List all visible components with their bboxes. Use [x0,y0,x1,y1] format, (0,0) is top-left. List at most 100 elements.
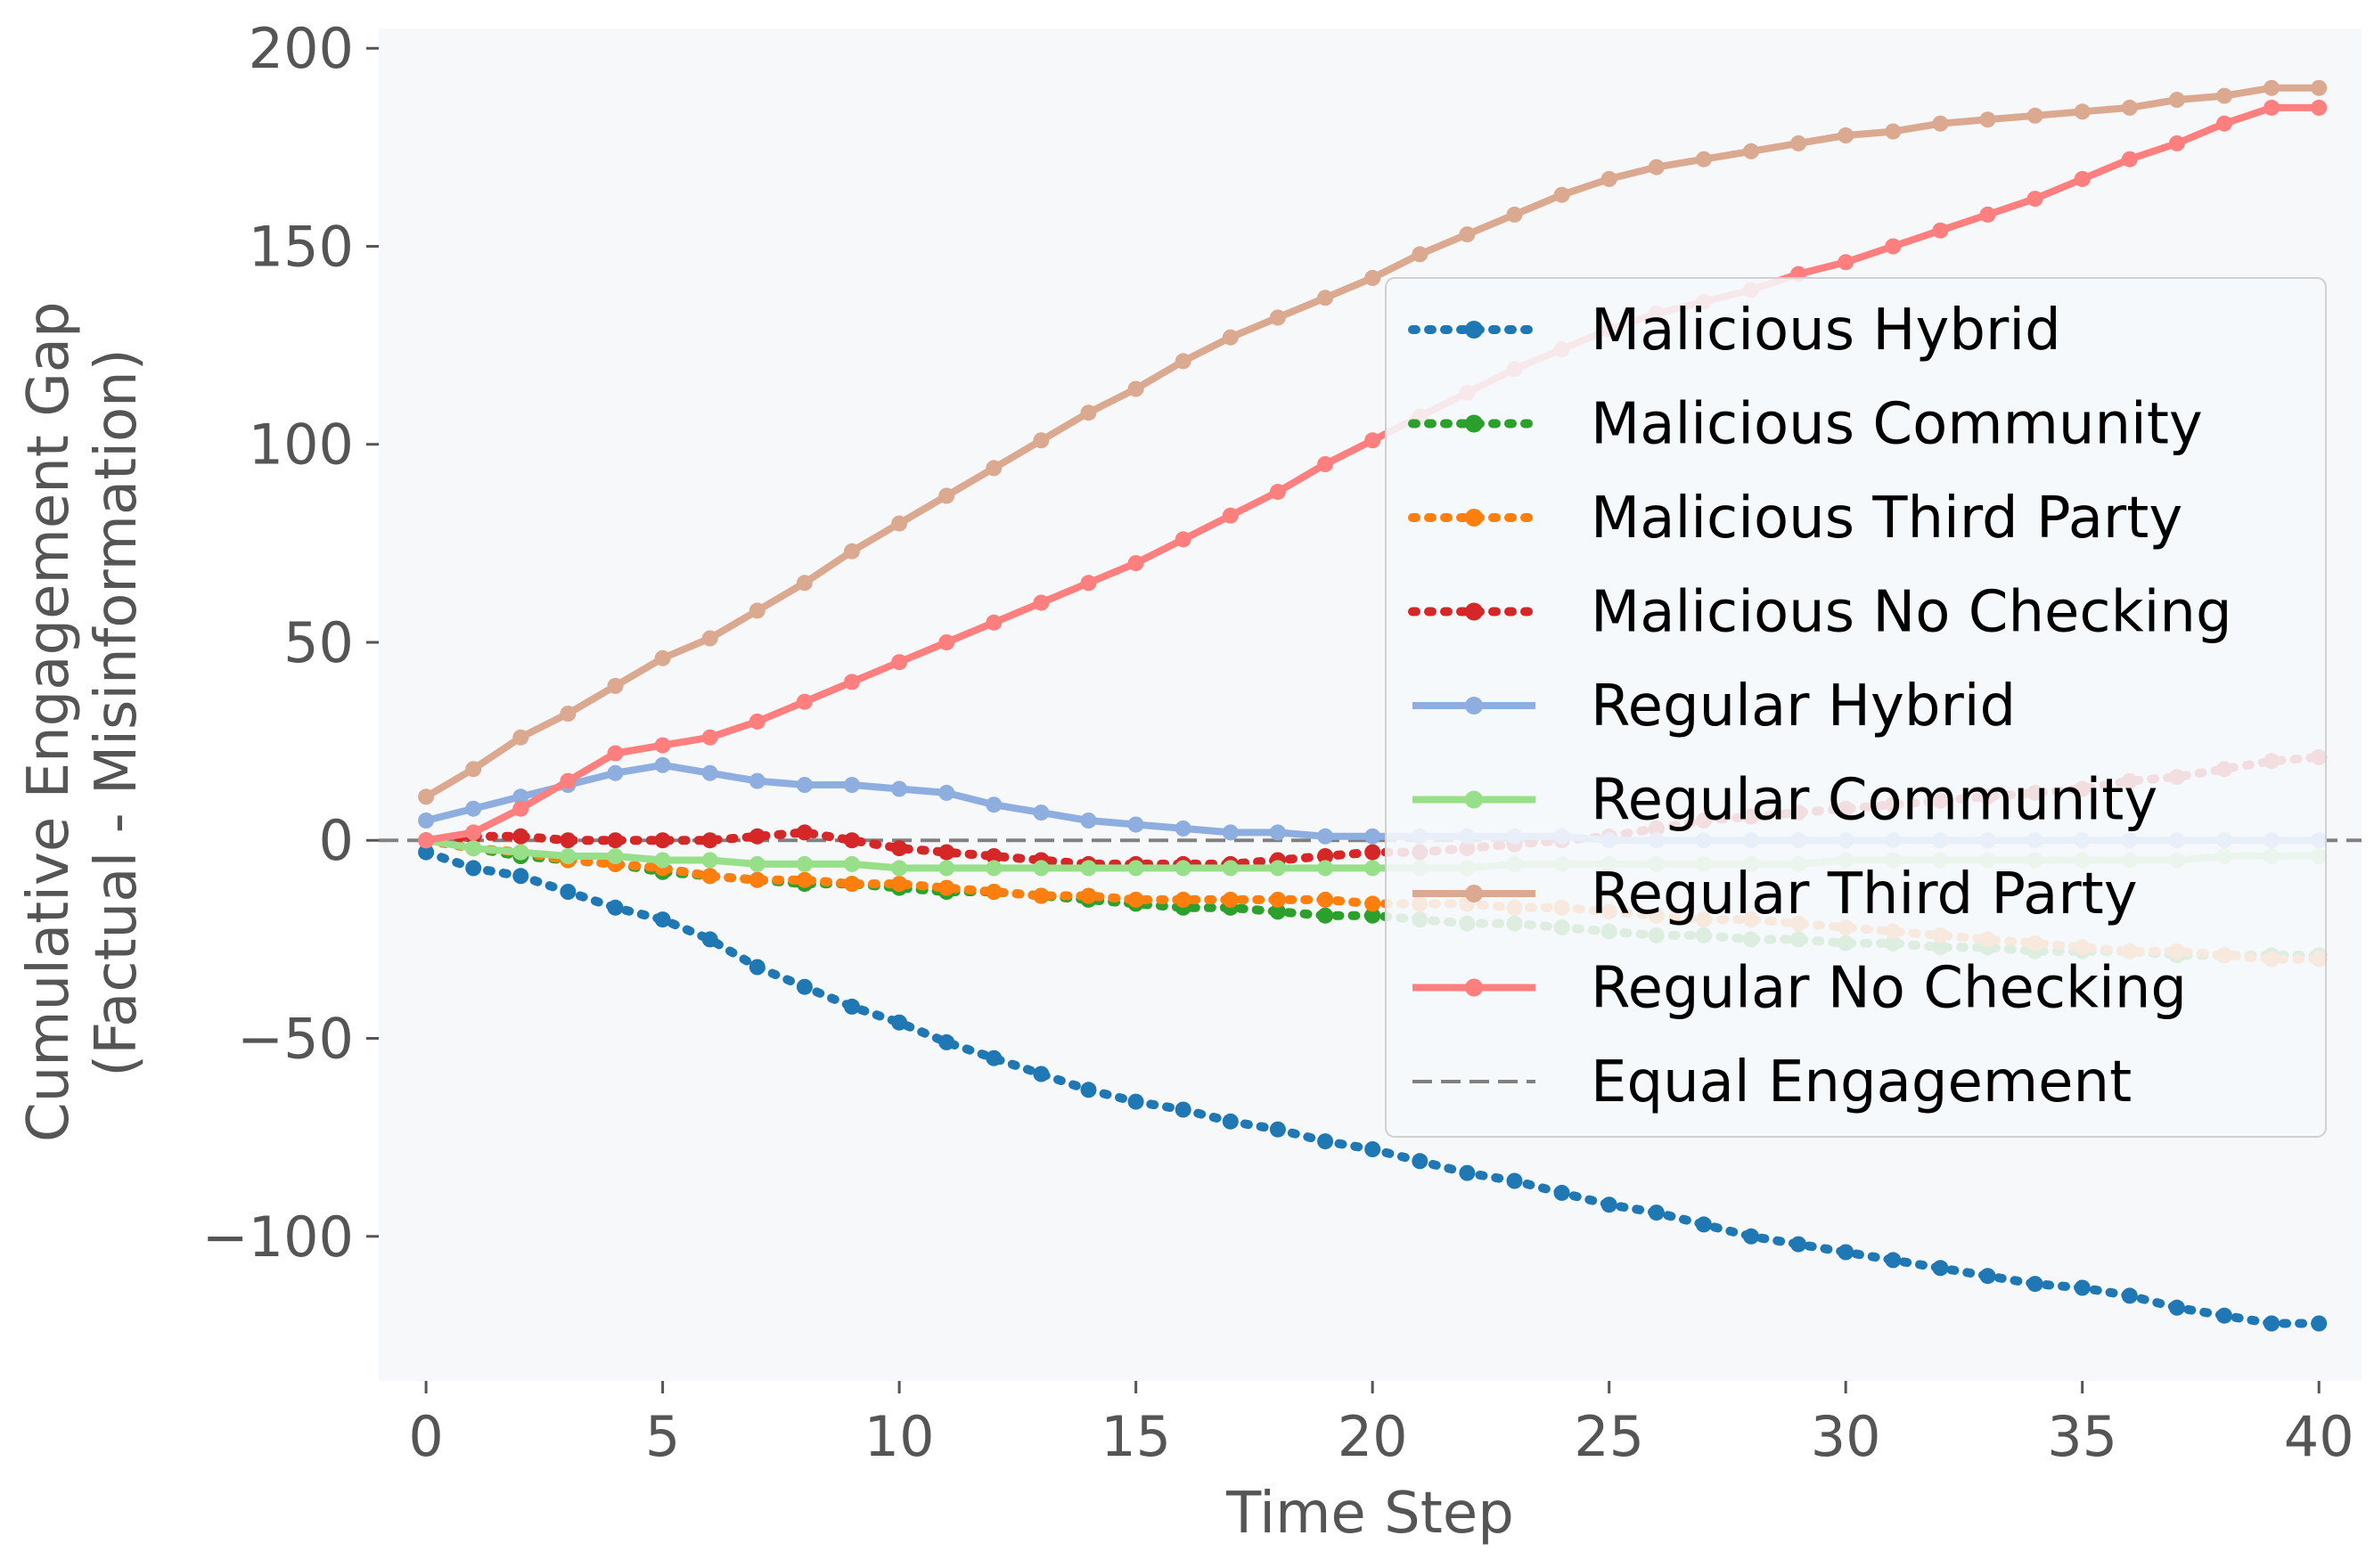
data-point [1695,1216,1712,1233]
data-point [986,848,1003,864]
data-point [1127,891,1144,908]
legend-marker [1465,321,1483,339]
data-point [2121,99,2138,116]
data-point [654,737,671,754]
data-point [701,832,718,849]
data-point [512,729,529,746]
data-point [560,706,577,722]
data-point [607,848,624,864]
data-point [1743,1228,1759,1245]
data-point [701,868,718,885]
data-point [1364,907,1381,924]
legend-marker [1465,602,1483,621]
data-point [749,871,765,888]
data-point [465,840,482,857]
data-point [1269,891,1286,908]
data-point [654,649,671,666]
legend-label: Equal Engagement [1591,1049,2132,1115]
legend-label: Malicious Hybrid [1591,298,2061,363]
data-point [844,876,860,893]
data-point [749,828,765,845]
data-point [1648,159,1665,176]
x-tick-label: 20 [1338,1404,1408,1469]
data-point [986,614,1003,631]
data-point [938,784,955,801]
data-point [1364,1141,1381,1157]
legend-label: Regular Hybrid [1591,674,2016,739]
data-point [607,677,624,694]
legend-item-regular-no-checking: Regular No Checking [1412,956,2187,1022]
data-point [1364,895,1381,912]
y-tick-label: 50 [283,610,354,675]
data-point [1885,123,1902,140]
data-point [1033,594,1050,611]
data-point [891,654,908,671]
data-point [1033,860,1050,877]
x-tick-label: 25 [1574,1404,1644,1469]
data-point [1790,135,1807,151]
data-point [1979,111,1996,128]
data-point [2074,170,2091,187]
data-point [1459,226,1476,243]
x-tick-label: 15 [1101,1404,1171,1469]
data-point [607,745,624,762]
x-tick-label: 35 [2047,1404,2117,1469]
y-tick-label: −50 [237,1006,354,1071]
data-point [844,543,860,559]
data-point [1222,329,1239,346]
data-point [1838,1244,1854,1261]
data-point [796,978,813,995]
legend-item-malicious-community: Malicious Community [1408,392,2203,458]
data-point [1932,115,1949,132]
data-point [2263,1315,2280,1332]
data-point [1600,170,1617,187]
legend-marker [1465,885,1483,902]
data-point [512,788,529,805]
legend-item-regular-hybrid: Regular Hybrid [1412,674,2016,739]
data-point [701,729,718,746]
data-point [1364,828,1381,845]
legend-label: Regular Third Party [1591,862,2138,927]
data-point [796,871,813,888]
data-point [418,832,435,849]
y-tick-label: 100 [249,412,354,478]
legend-item-regular-third-party: Regular Third Party [1412,862,2138,927]
data-point [654,756,671,773]
data-point [560,884,577,900]
data-point [1222,507,1239,524]
data-point [1175,820,1191,837]
data-point [986,1049,1003,1066]
data-point [418,813,435,829]
data-point [465,800,482,817]
data-point [1364,860,1381,877]
data-point [1317,828,1334,845]
legend-item-regular-community: Regular Community [1412,768,2157,834]
y-axis-title-line-1: Cumulative Engagement Gap [16,301,82,1142]
data-point [607,832,624,849]
data-point [796,693,813,710]
data-point [844,855,860,872]
legend-item-equal-engagement: Equal Engagement [1412,1049,2132,1115]
data-point [986,460,1003,477]
data-point [2311,99,2328,116]
data-point [986,860,1003,877]
data-point [465,860,482,877]
data-point [1317,848,1334,864]
data-point [701,931,718,948]
data-point [891,1014,908,1031]
data-point [2121,1287,2138,1304]
data-point [1317,1133,1334,1150]
data-point [2216,115,2232,132]
legend-label: Regular Community [1591,768,2157,834]
data-point [844,832,860,849]
data-point [1364,844,1381,861]
data-point [1506,1172,1523,1189]
data-point [749,855,765,872]
data-point [796,824,813,841]
data-point [1269,860,1286,877]
data-point [1080,860,1097,877]
data-point [1080,887,1097,904]
x-tick-label: 0 [408,1404,443,1469]
data-point [1790,1236,1807,1253]
